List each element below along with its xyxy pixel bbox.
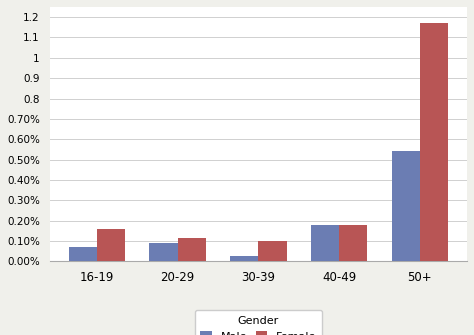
Bar xyxy=(178,238,206,261)
Bar xyxy=(339,225,367,261)
Bar xyxy=(420,23,448,261)
Bar xyxy=(230,256,258,261)
Bar xyxy=(311,225,339,261)
Bar xyxy=(69,247,97,261)
Bar xyxy=(392,151,420,261)
Bar xyxy=(97,229,125,261)
Bar xyxy=(258,241,287,261)
Bar xyxy=(149,243,178,261)
Legend: Male, Female: Male, Female xyxy=(195,310,322,335)
